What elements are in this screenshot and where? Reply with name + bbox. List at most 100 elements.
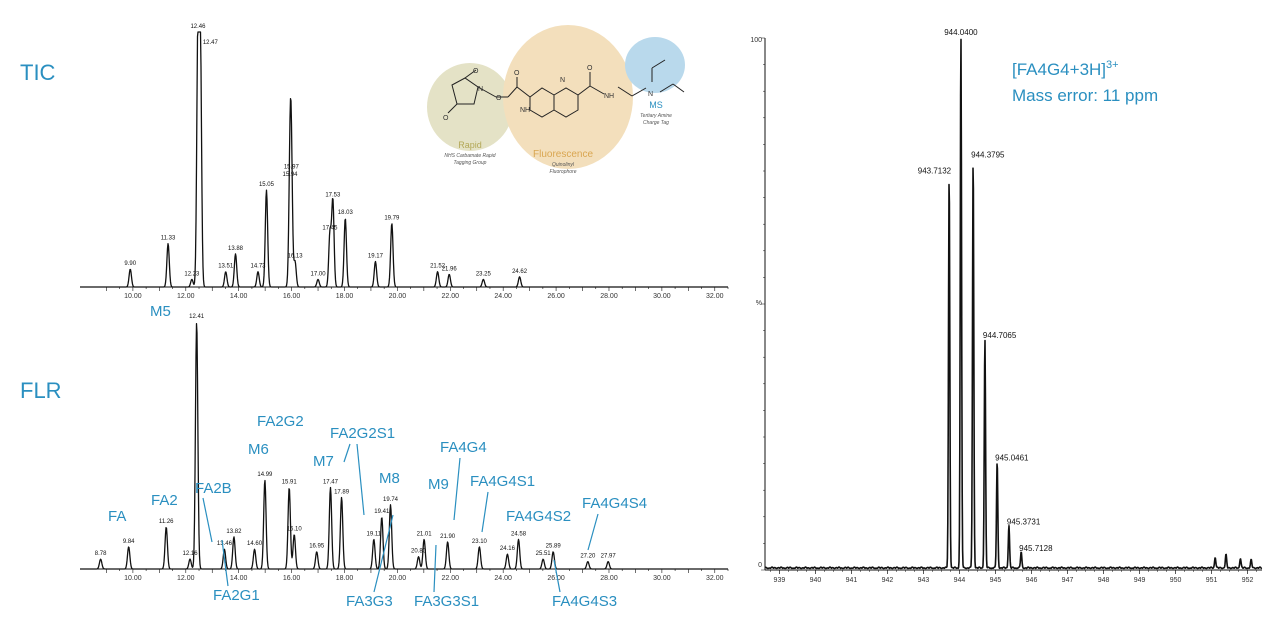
flr-peak-label: 27.20 xyxy=(580,554,596,560)
tic-tick-label: 24.00 xyxy=(494,293,512,300)
flr-tick-label: 20.00 xyxy=(389,575,407,582)
atom-o-2: O xyxy=(443,115,449,122)
tic-tick-label: 20.00 xyxy=(389,293,407,300)
flr-peak-labels: 8.78 9.84 11.26 12.16 12.41 13.46 13.82 14.60 14… xyxy=(95,314,617,560)
flr-peak-label: 16.10 xyxy=(287,526,303,532)
tic-tick-label: 14.00 xyxy=(230,293,248,300)
flr-tick-label: 26.00 xyxy=(547,575,565,582)
flr-tick-label: 12.00 xyxy=(177,575,195,582)
glycan-m9: M9 xyxy=(428,476,449,493)
flr-peak-label: 9.84 xyxy=(123,539,135,545)
flr-peak-label: 11.26 xyxy=(159,519,174,525)
flr-peak-label: 21.90 xyxy=(440,534,456,540)
ms-tick-label: 947 xyxy=(1062,577,1074,584)
ms-peak-label: 944.3795 xyxy=(971,150,1005,159)
flr-title: FLR xyxy=(20,378,62,403)
tic-peak-label: 21.52 xyxy=(430,264,446,270)
glycan-fa: FA xyxy=(108,508,126,525)
fluorescence-title: Fluorescence xyxy=(533,149,593,160)
flr-peak-label: 17.47 xyxy=(323,479,339,485)
ms-sub-2: Charge Tag xyxy=(643,120,669,126)
atom-o-5: O xyxy=(587,65,593,72)
tic-tick-label: 18.00 xyxy=(336,293,354,300)
ms-peak-label: 945.7128 xyxy=(1019,544,1053,553)
flr-peak-label: 12.41 xyxy=(189,314,205,320)
ms-x-ticks: 939 940 941 942 943 944 945 946 947 948 949 950 951 9… xyxy=(761,37,1257,584)
ms-tick-label: 946 xyxy=(1026,577,1038,584)
tic-peak-label: 9.90 xyxy=(124,261,136,267)
glycan-fa2b-leader xyxy=(202,497,213,543)
tic-peak-label: 12.46 xyxy=(190,24,206,30)
flr-panel: FLR 10.00 12.00 14.00 16.00 18.00 20.00 22.00 2… xyxy=(20,303,729,610)
atom-o-1: O xyxy=(473,68,479,75)
tic-tick-label: 32.00 xyxy=(706,293,724,300)
tic-peak-label: 16.13 xyxy=(288,254,304,260)
glycan-fa3g3: FA3G3 xyxy=(346,593,393,610)
flr-peak-label: 25.89 xyxy=(546,544,562,550)
atom-o-4: O xyxy=(514,70,520,77)
atom-n-1: N xyxy=(478,86,483,93)
glycan-fa2g1-leader xyxy=(221,539,229,587)
flr-peak-label: 23.10 xyxy=(472,539,488,545)
flr-peak-label: 25.51 xyxy=(536,551,552,557)
glycan-annotations: M5 FA FA2 FA2B FA2G1 M6 FA2G2 M7 FA2G2S1… xyxy=(108,303,647,610)
tic-peak-label: 17.53 xyxy=(325,192,341,198)
tic-peak-label: 24.62 xyxy=(512,269,528,275)
ms-ion-label: [FA4G4+3H]3+ xyxy=(1012,59,1119,79)
glycan-fa2g2s1-leader-2 xyxy=(356,443,365,516)
flr-peak-label: 13.82 xyxy=(226,529,242,535)
ms-peak-label: 944.0400 xyxy=(944,28,978,37)
atom-n-2: N xyxy=(560,77,565,84)
ms-tick-label: 945 xyxy=(990,577,1002,584)
tic-peak-label: 12.23 xyxy=(184,271,200,277)
tic-panel: TIC 10.00 12.00 14.00 16.00 18.00 20.00 22.00 2… xyxy=(20,24,729,300)
ms-tick-label: 952 xyxy=(1242,577,1254,584)
ms-tick-label: 940 xyxy=(810,577,822,584)
flr-peak-label: 19.41 xyxy=(374,509,390,515)
flr-tick-label: 10.00 xyxy=(124,575,142,582)
ms-tick-label: 951 xyxy=(1206,577,1218,584)
flr-peak-label: 16.95 xyxy=(309,544,325,550)
glycan-m6: M6 xyxy=(248,441,269,458)
molecule-diagram: O O N O O NH N O NH N Rapid NHS Carbamat… xyxy=(427,25,685,175)
tic-peak-labels: 9.90 11.33 12.23 12.46 12.47 13.51 13.88 14.73 1… xyxy=(124,24,527,277)
rapid-group-highlight xyxy=(427,63,513,151)
flr-tick-label: 30.00 xyxy=(653,575,671,582)
ms-peak-label: 945.0461 xyxy=(995,454,1029,463)
flr-peak-label: 20.80 xyxy=(411,549,427,555)
flr-peak-label: 24.16 xyxy=(500,546,516,552)
flr-peak-label: 21.01 xyxy=(417,531,433,537)
tic-tick-label: 22.00 xyxy=(442,293,460,300)
glycan-m5: M5 xyxy=(150,303,171,320)
ms-peak-label: 945.3731 xyxy=(1007,517,1041,526)
glycan-fa4g4s1-leader xyxy=(481,491,489,533)
tic-title: TIC xyxy=(20,60,56,85)
flr-peak-label: 8.78 xyxy=(95,551,107,557)
ms-sub-1: Tertiary Amine xyxy=(640,113,672,119)
ms-tick-label: 944 xyxy=(954,577,966,584)
tic-peak-label: 15.94 xyxy=(282,172,298,178)
glycan-fa2g2: FA2G2 xyxy=(257,413,304,430)
flr-peak-label: 14.99 xyxy=(257,472,273,478)
glycan-fa4g4: FA4G4 xyxy=(440,439,487,456)
rapid-title: Rapid xyxy=(458,140,482,150)
glycan-fa3g3s1: FA3G3S1 xyxy=(414,593,479,610)
ms-peak-label: 943.7132 xyxy=(918,166,952,175)
tic-peak-label: 19.79 xyxy=(384,215,400,221)
ms-tick-label: 942 xyxy=(882,577,894,584)
ms-group-highlight xyxy=(625,37,685,93)
glycan-fa2g2s1: FA2G2S1 xyxy=(330,425,395,442)
rapid-sub-2: Tagging Group xyxy=(454,160,487,166)
glycan-fa2g2s1-leader-1 xyxy=(343,443,351,463)
ms-tick-label: 950 xyxy=(1170,577,1182,584)
ms-peak-labels: 943.7132 944.0400 944.3795 944.7065 945.0461… xyxy=(918,28,1053,553)
tic-peak-label: 12.47 xyxy=(203,40,219,46)
ms-tick-label: 948 xyxy=(1098,577,1110,584)
flr-tick-label: 24.00 xyxy=(494,575,512,582)
ms-mass-error: Mass error: 11 ppm xyxy=(1012,86,1158,105)
tic-peak-label: 17.00 xyxy=(311,271,327,277)
tic-x-ticks: 10.00 12.00 14.00 16.00 18.00 20.00 22.00 24.00… xyxy=(106,287,729,300)
flr-tick-label: 32.00 xyxy=(706,575,724,582)
glycan-fa4g4s1: FA4G4S1 xyxy=(470,473,535,490)
